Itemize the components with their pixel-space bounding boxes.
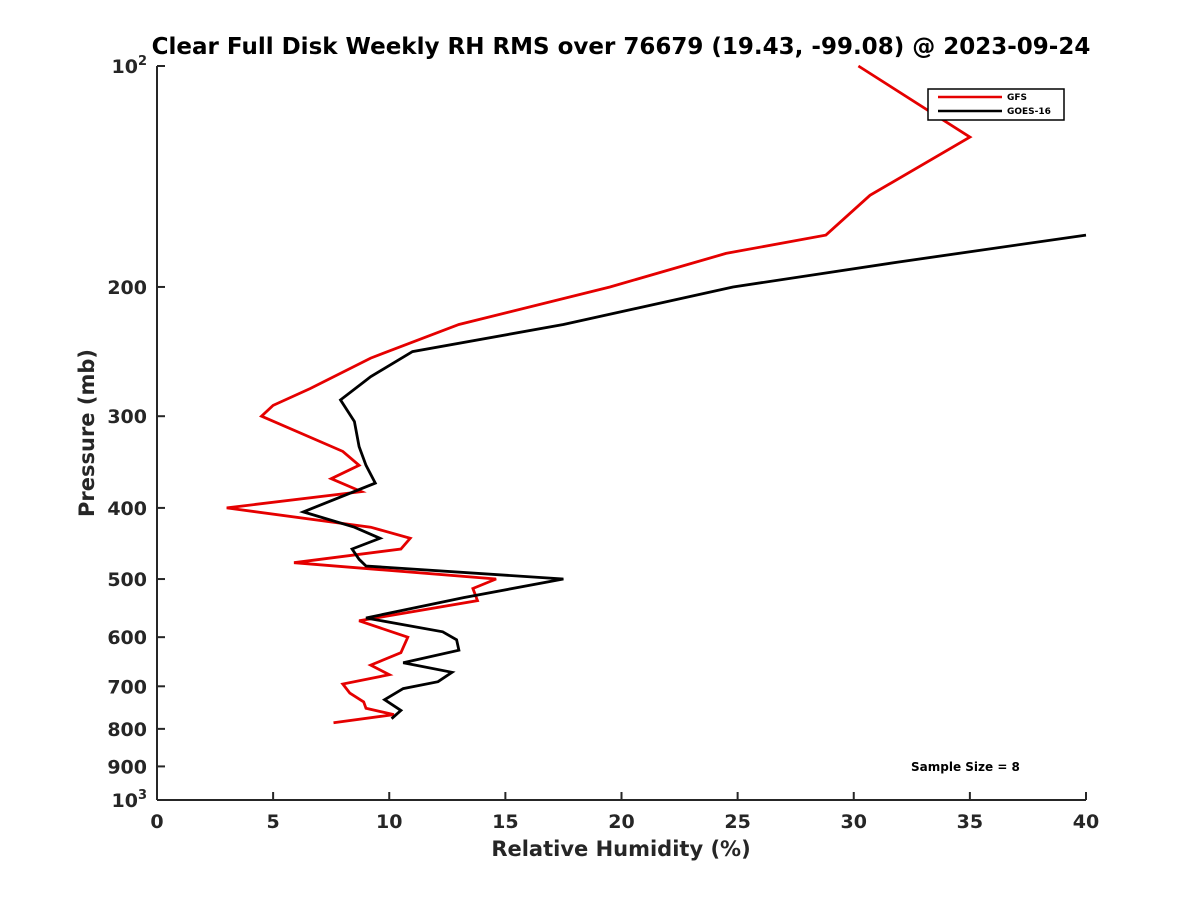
series-layer <box>226 64 1087 725</box>
legend: GFS GOES-16 <box>927 88 1065 121</box>
y-tick-label: 102 <box>112 54 148 78</box>
x-tick-label: 10 <box>376 811 402 833</box>
x-axis-ticks: 0 5 10 15 20 25 30 35 40 <box>150 792 1099 833</box>
x-tick-label: 15 <box>492 811 518 833</box>
legend-label-goes-16: GOES-16 <box>1007 107 1051 117</box>
sample-size-annotation: Sample Size = 8 <box>911 760 1020 774</box>
y-tick-label: 200 <box>107 277 147 299</box>
series-line-gfs <box>226 64 973 725</box>
y-tick-label: 700 <box>107 676 147 698</box>
series-line-goes-16 <box>299 233 1087 720</box>
y-axis-label: Pressure (mb) <box>75 349 99 517</box>
chart-title: Clear Full Disk Weekly RH RMS over 76679… <box>152 34 1091 60</box>
legend-box <box>927 88 1065 121</box>
legend-label-gfs: GFS <box>1007 93 1027 103</box>
y-tick-label: 900 <box>107 756 147 778</box>
y-tick-label: 300 <box>107 406 147 428</box>
y-tick-label: 500 <box>107 569 147 591</box>
x-tick-label: 0 <box>150 811 163 833</box>
x-tick-label: 30 <box>841 811 867 833</box>
x-tick-label: 25 <box>724 811 750 833</box>
y-tick-label: 600 <box>107 627 147 649</box>
y-axis-ticks: 102 200 300 400 500 600 700 800 900 103 <box>107 54 165 812</box>
x-tick-label: 40 <box>1073 811 1099 833</box>
x-tick-label: 35 <box>957 811 983 833</box>
y-tick-label: 800 <box>107 719 147 741</box>
x-axis-label: Relative Humidity (%) <box>491 837 750 861</box>
x-tick-label: 5 <box>267 811 280 833</box>
y-tick-label: 400 <box>107 498 147 520</box>
x-tick-label: 20 <box>608 811 634 833</box>
y-tick-label: 103 <box>112 788 148 812</box>
